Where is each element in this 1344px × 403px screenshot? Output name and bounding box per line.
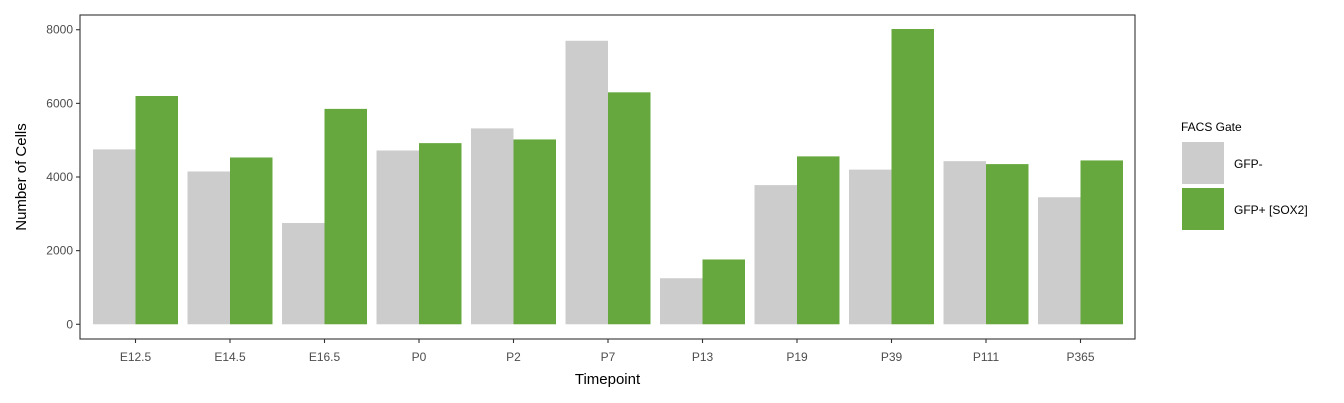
- y-axis: 0 2000 4000 6000 8000: [46, 23, 80, 331]
- bar-gfp-sox2-p365: [1080, 160, 1123, 325]
- x-tick-label: P39: [881, 350, 903, 364]
- bar-gfp-p39: [849, 169, 892, 325]
- x-tick-label: P2: [506, 350, 521, 364]
- bar-gfp-p7: [565, 40, 608, 325]
- bar-gfp-sox2-p0: [419, 143, 462, 325]
- legend-label-gfp-neg: GFP-: [1234, 157, 1263, 171]
- x-tick-label: P7: [601, 350, 616, 364]
- bar-gfp-sox2-p7: [608, 92, 651, 325]
- legend-label-gfp-pos: GFP+ [SOX2]: [1234, 203, 1308, 217]
- bar-gfp-p111: [943, 161, 986, 325]
- bar-gfp-sox2-e12-5: [135, 96, 178, 325]
- x-tick-label: P111: [973, 350, 1000, 364]
- bars-layer: [93, 28, 1123, 325]
- x-tick-label: P365: [1066, 350, 1094, 364]
- bar-gfp-p0: [376, 150, 419, 325]
- y-tick-label: 0: [66, 317, 73, 331]
- x-tick-label: P0: [412, 350, 427, 364]
- legend-swatch-gfp-pos: [1182, 188, 1224, 230]
- legend-swatch-gfp-neg: [1182, 142, 1224, 184]
- bar-gfp-p2: [471, 128, 514, 325]
- bar-gfp-e14-5: [187, 171, 230, 325]
- bar-gfp-p365: [1038, 197, 1081, 325]
- legend-title: FACS Gate: [1181, 120, 1242, 134]
- y-tick-label: 4000: [46, 170, 73, 184]
- bar-gfp-sox2-e14-5: [230, 157, 273, 325]
- bar-gfp-p19: [754, 185, 797, 325]
- x-tick-label: E14.5: [214, 350, 246, 364]
- bar-gfp-e16-5: [282, 223, 325, 325]
- bar-gfp-sox2-e16-5: [324, 108, 367, 325]
- y-tick-label: 2000: [46, 244, 73, 258]
- y-tick-label: 6000: [46, 96, 73, 110]
- bar-gfp-sox2-p111: [986, 164, 1029, 325]
- bar-gfp-sox2-p2: [513, 139, 556, 325]
- bar-gfp-sox2-p39: [891, 28, 934, 325]
- legend: FACS Gate GFP- GFP+ [SOX2]: [1181, 120, 1308, 230]
- bar-gfp-sox2-p19: [797, 156, 840, 325]
- y-tick-label: 8000: [46, 23, 73, 37]
- x-axis-title: Timepoint: [575, 371, 641, 388]
- bar-gfp-p13: [660, 278, 703, 325]
- bar-gfp-sox2-p13: [702, 259, 745, 325]
- x-tick-label: P19: [786, 350, 808, 364]
- x-tick-label: P13: [692, 350, 714, 364]
- y-axis-title: Number of Cells: [13, 123, 30, 231]
- x-axis: E12.5 E14.5 E16.5 P0 P2 P7 P13 P19 P39 P111 P365: [120, 339, 1095, 364]
- x-tick-label: E12.5: [120, 350, 152, 364]
- bar-gfp-e12-5: [93, 149, 136, 325]
- x-tick-label: E16.5: [309, 350, 341, 364]
